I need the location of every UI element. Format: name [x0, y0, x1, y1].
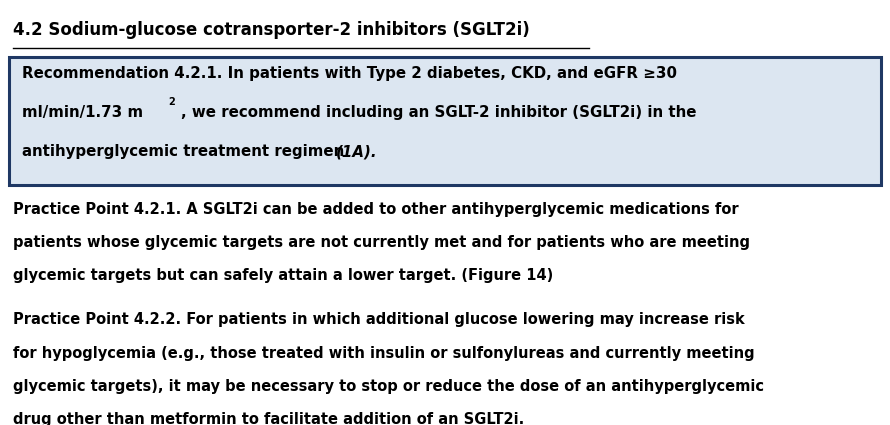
- Text: 4.2 Sodium-glucose cotransporter-2 inhibitors (SGLT2i): 4.2 Sodium-glucose cotransporter-2 inhib…: [13, 21, 530, 39]
- Text: drug other than metformin to facilitate addition of an SGLT2i.: drug other than metformin to facilitate …: [13, 412, 524, 425]
- Text: ml/min/1.73 m: ml/min/1.73 m: [22, 105, 143, 120]
- Text: for hypoglycemia (e.g., those treated with insulin or sulfonylureas and currentl: for hypoglycemia (e.g., those treated wi…: [13, 346, 755, 360]
- FancyBboxPatch shape: [9, 57, 881, 185]
- Text: Practice Point 4.2.1. A SGLT2i can be added to other antihyperglycemic medicatio: Practice Point 4.2.1. A SGLT2i can be ad…: [13, 202, 739, 217]
- Text: glycemic targets but can safely attain a lower target. (Figure 14): glycemic targets but can safely attain a…: [13, 268, 554, 283]
- Text: patients whose glycemic targets are not currently met and for patients who are m: patients whose glycemic targets are not …: [13, 235, 750, 250]
- Text: Practice Point 4.2.2. For patients in which additional glucose lowering may incr: Practice Point 4.2.2. For patients in wh…: [13, 312, 745, 327]
- Text: 2: 2: [168, 97, 175, 108]
- Text: glycemic targets), it may be necessary to stop or reduce the dose of an antihype: glycemic targets), it may be necessary t…: [13, 379, 765, 394]
- Text: Recommendation 4.2.1. In patients with Type 2 diabetes, CKD, and eGFR ≥30: Recommendation 4.2.1. In patients with T…: [22, 66, 677, 81]
- Text: (1A).: (1A).: [336, 144, 377, 159]
- Text: , we recommend including an SGLT-2 inhibitor (SGLT2i) in the: , we recommend including an SGLT-2 inhib…: [181, 105, 696, 120]
- Text: antihyperglycemic treatment regimen: antihyperglycemic treatment regimen: [22, 144, 350, 159]
